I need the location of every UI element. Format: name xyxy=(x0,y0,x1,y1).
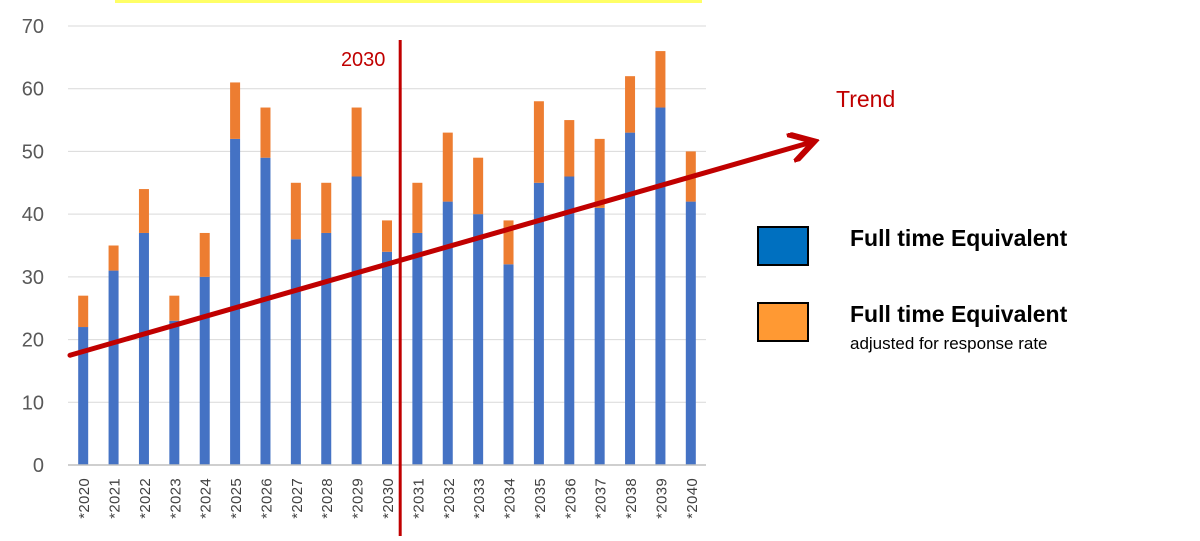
bar-fte xyxy=(108,270,119,465)
x-tick-label: *2037 xyxy=(593,478,610,519)
bar-fte xyxy=(290,239,301,465)
y-tick-label: 30 xyxy=(22,267,44,289)
bars xyxy=(78,51,696,466)
bar-fte-adjusted xyxy=(108,245,119,271)
x-tick-label: *2029 xyxy=(350,478,367,519)
x-tick-label: *2039 xyxy=(653,478,670,519)
bar-fte-adjusted xyxy=(321,182,332,233)
x-tick-label: *2024 xyxy=(198,478,215,519)
bar-fte xyxy=(533,182,544,466)
bar-fte xyxy=(685,201,696,465)
bar-fte xyxy=(138,232,149,465)
bar-fte-adjusted xyxy=(625,76,636,133)
y-tick-label: 60 xyxy=(22,79,44,101)
x-tick-label: *2025 xyxy=(228,478,245,519)
bar-fte xyxy=(412,232,423,465)
bar-fte-adjusted xyxy=(473,157,484,215)
bar-fte xyxy=(564,176,575,465)
bar-fte xyxy=(625,132,636,465)
bar-fte xyxy=(321,232,332,465)
legend-swatch-fte-adjusted xyxy=(757,302,809,342)
x-tick-label: *2021 xyxy=(107,478,124,519)
x-tick-label: *2038 xyxy=(623,478,640,519)
bar-fte-adjusted xyxy=(290,182,301,240)
bar-fte-adjusted xyxy=(503,220,514,265)
y-tick-label: 70 xyxy=(22,16,44,38)
bar-fte xyxy=(594,207,605,465)
bar-fte-adjusted xyxy=(412,182,423,233)
bar-fte xyxy=(230,138,241,465)
x-tick-label: *2033 xyxy=(471,478,488,519)
bar-fte-adjusted xyxy=(351,107,362,177)
bar-fte xyxy=(351,176,362,465)
bar-fte-adjusted xyxy=(78,295,89,328)
y-tick-label: 40 xyxy=(22,204,44,226)
x-tick-label: *2030 xyxy=(380,478,397,519)
marker-label-2030: 2030 xyxy=(341,49,386,71)
x-tick-label: *2027 xyxy=(289,478,306,519)
x-tick-label: *2023 xyxy=(167,478,184,519)
legend-sublabel-response-rate: adjusted for response rate xyxy=(850,334,1048,353)
highlight-bar xyxy=(115,0,702,3)
bar-fte xyxy=(199,276,210,465)
x-axis-ticks: *2020 *2021 *2022 *2023 *2024 *2025 *2026 *2027… xyxy=(76,478,701,519)
x-tick-label: *2040 xyxy=(684,478,701,519)
bar-fte-adjusted xyxy=(169,295,180,321)
x-tick-label: *2036 xyxy=(562,478,579,519)
y-tick-label: 10 xyxy=(22,392,44,414)
x-tick-label: *2034 xyxy=(502,478,519,519)
legend-label-fte: Full time Equivalent xyxy=(850,225,1068,251)
bar-fte-adjusted xyxy=(594,138,605,208)
trend-arrow xyxy=(67,142,812,358)
legend-swatch-fte xyxy=(757,226,809,266)
legend-label-fte-adjusted: Full time Equivalent xyxy=(850,301,1068,327)
x-tick-label: *2028 xyxy=(319,478,336,519)
bar-fte-adjusted xyxy=(655,51,666,108)
bar-fte xyxy=(78,327,89,465)
y-tick-label: 0 xyxy=(33,455,44,477)
bar-fte xyxy=(169,320,180,465)
x-tick-label: *2022 xyxy=(137,478,154,519)
x-tick-label: *2032 xyxy=(441,478,458,519)
bar-fte-adjusted xyxy=(533,101,544,183)
y-tick-label: 50 xyxy=(22,141,44,163)
y-tick-label: 20 xyxy=(22,330,44,352)
y-axis: 0 10 20 30 40 50 60 70 xyxy=(22,16,44,477)
bar-fte-adjusted xyxy=(230,82,241,139)
legend: Full time Equivalent Full time Equivalen… xyxy=(757,225,1068,353)
bar-fte xyxy=(503,264,514,465)
bar-fte-adjusted xyxy=(260,107,271,158)
bar-fte-adjusted xyxy=(564,120,575,177)
bar-fte-adjusted xyxy=(442,132,453,202)
trend-label: Trend xyxy=(836,86,895,112)
x-tick-label: *2035 xyxy=(532,478,549,519)
bar-fte xyxy=(655,107,666,466)
bar-fte-adjusted xyxy=(138,189,149,233)
bar-fte xyxy=(442,201,453,465)
x-tick-label: *2020 xyxy=(76,478,93,519)
x-tick-label: *2026 xyxy=(258,478,275,519)
bar-fte-adjusted xyxy=(199,232,210,277)
bar-fte xyxy=(382,251,392,465)
x-tick-label: *2031 xyxy=(410,478,427,519)
bar-fte xyxy=(260,157,271,465)
bar-fte-adjusted xyxy=(382,220,392,252)
bar-fte xyxy=(473,214,484,465)
